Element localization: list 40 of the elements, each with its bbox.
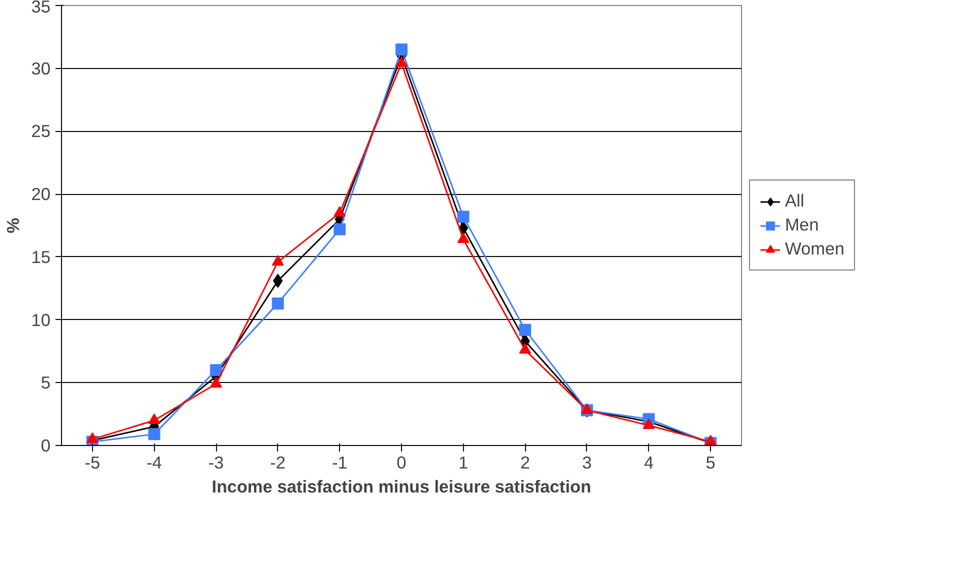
y-tick-label: 35 [31,0,51,16]
legend-label: All [785,190,805,212]
y-tick-label: 0 [40,436,51,456]
x-tick-label: -4 [146,452,162,472]
point [396,44,408,56]
point [148,414,160,424]
point [580,403,593,414]
y-tick-label: 25 [31,121,51,142]
point [334,206,346,217]
y-tick-label: 10 [31,310,51,330]
y-tick-label: 5 [40,372,51,393]
x-tick-label: 4 [644,452,654,472]
point [642,418,655,430]
point [210,364,222,376]
point [272,255,284,266]
legend-label: Women [785,238,844,260]
point [86,432,98,443]
x-tick-label: -5 [84,452,100,472]
point [272,297,284,310]
x-tick-label: 5 [706,452,716,472]
x-tick-label: -1 [332,452,348,472]
y-tick-label: 20 [31,184,51,204]
y-axis-title: % [3,218,24,234]
x-tick-label: 2 [520,452,530,472]
y-tick-label: 15 [31,246,51,267]
y-tick-label: 30 [31,58,51,78]
x-tick-label: 0 [396,452,406,472]
x-tick-label: -2 [270,452,286,472]
x-tick-label: 3 [582,452,592,472]
point [457,232,470,244]
point [210,377,222,388]
point [148,428,160,440]
point [457,210,470,223]
x-tick-label: -3 [208,452,224,472]
point [519,343,532,354]
x-axis-title: Income satisfaction minus leisure satisfaction [212,476,592,496]
point [334,223,346,236]
legend-label: Men [785,214,819,236]
x-tick-label: 1 [458,452,468,472]
point [519,324,532,336]
